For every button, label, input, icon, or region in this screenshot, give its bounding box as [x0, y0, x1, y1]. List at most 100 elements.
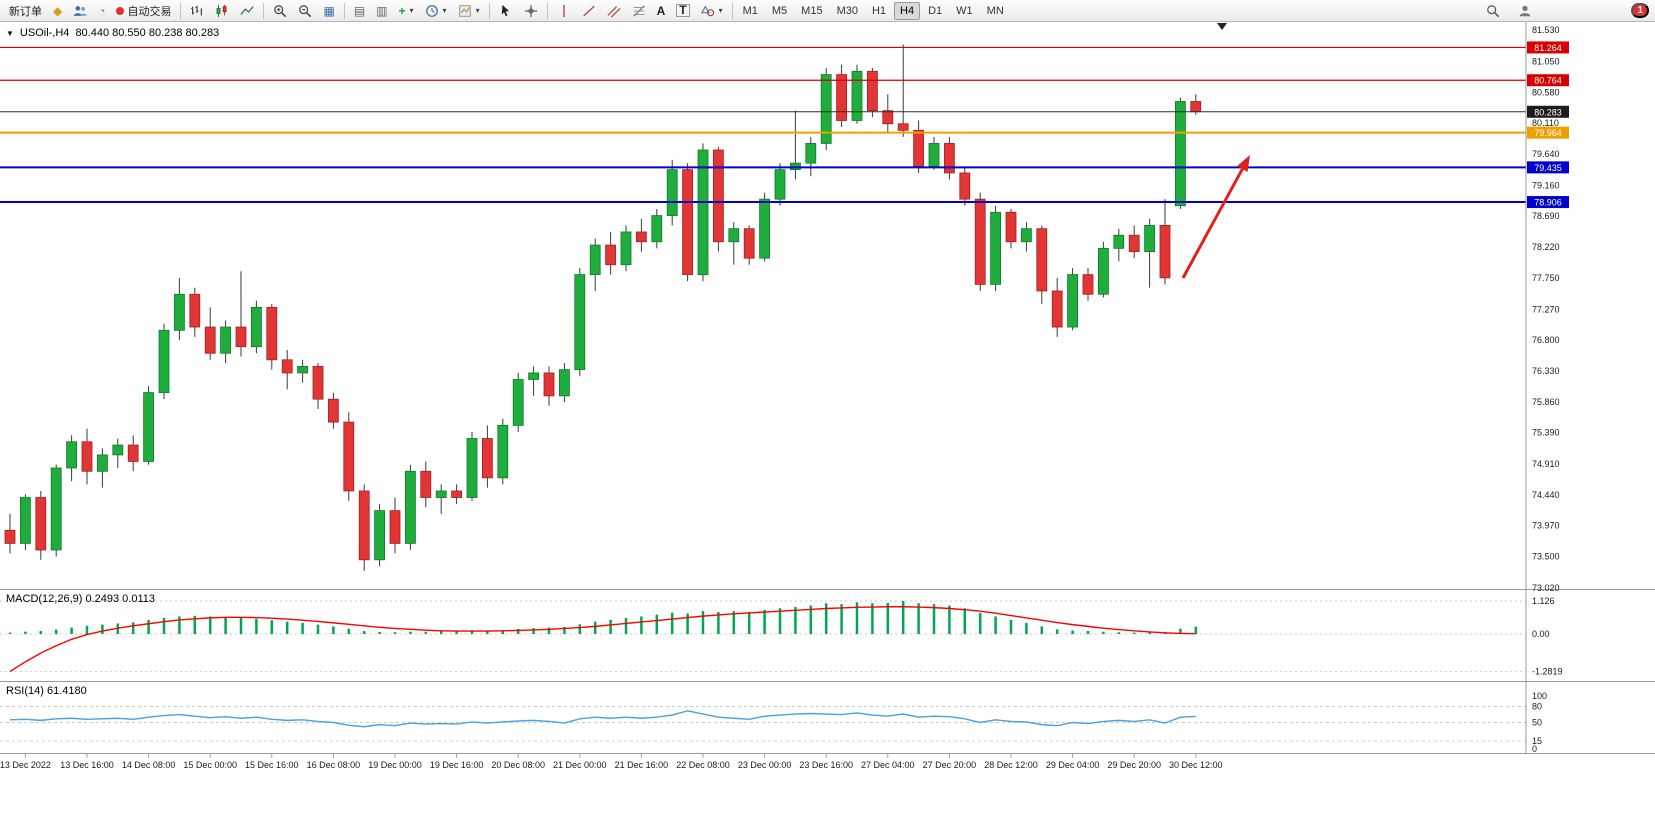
history-icon: ◔ — [98, 3, 106, 18]
trendline-tool-button[interactable] — [577, 2, 601, 20]
text-box-tool-button[interactable]: T — [671, 2, 694, 20]
ohlc-values: 80.440 80.550 80.238 80.283 — [75, 27, 220, 39]
timeframe-button-d1[interactable]: D1 — [922, 2, 948, 20]
price-tag-80.283 — [1527, 105, 1569, 118]
price-tag-79.964 — [1527, 126, 1569, 139]
history-button[interactable]: ◔ — [93, 2, 110, 20]
timeframe-button-w1[interactable]: W1 — [950, 2, 979, 20]
candlestick-mode-button[interactable] — [210, 2, 234, 20]
shapes-icon — [700, 5, 714, 16]
svg-text:13 Dec 16:00: 13 Dec 16:00 — [60, 760, 114, 770]
svg-text:15: 15 — [1532, 736, 1542, 746]
svg-text:78.220: 78.220 — [1532, 242, 1560, 252]
svg-text:22 Dec 08:00: 22 Dec 08:00 — [676, 760, 730, 770]
accounts-button[interactable] — [68, 2, 92, 20]
svg-text:19 Dec 16:00: 19 Dec 16:00 — [430, 760, 484, 770]
channel-tool-button[interactable] — [602, 2, 626, 20]
crosshair-icon — [524, 4, 537, 17]
rsi-line — [9, 710, 1196, 728]
svg-text:75.390: 75.390 — [1532, 428, 1560, 438]
svg-text:77.270: 77.270 — [1532, 304, 1560, 314]
toolbar-separator — [180, 2, 182, 19]
chart-shift-marker[interactable] — [1217, 23, 1227, 30]
svg-text:79.435: 79.435 — [1534, 163, 1562, 173]
svg-text:30 Dec 12:00: 30 Dec 12:00 — [1169, 760, 1223, 770]
fibonacci-tool-button[interactable] — [627, 2, 651, 20]
rsi-label: RSI(14) 61.4180 — [6, 685, 87, 697]
svg-text:81.530: 81.530 — [1532, 25, 1560, 35]
symbol-dropdown-icon[interactable]: ▼ — [6, 28, 14, 38]
timeframe-button-h4[interactable]: H4 — [894, 1, 921, 20]
bar-chart-mode-button[interactable] — [185, 2, 209, 20]
macd-label: MACD(12,26,9) 0.2493 0.0113 — [6, 593, 155, 605]
chevron-down-icon: ▾ — [718, 6, 723, 15]
svg-text:13 Dec 2022: 13 Dec 2022 — [0, 760, 51, 770]
notification-badge[interactable]: 1 — [1631, 3, 1649, 18]
timeframe-button-h1[interactable]: H1 — [866, 2, 892, 20]
trendline-icon — [582, 5, 595, 16]
arrange-horizontal-button[interactable]: ▤ — [349, 2, 370, 20]
svg-text:80.283: 80.283 — [1534, 107, 1562, 117]
svg-text:29 Dec 04:00: 29 Dec 04:00 — [1046, 760, 1100, 770]
add-indicator-icon: + — [398, 3, 406, 18]
chart-canvas[interactable]: 81.530 81.050 80.580 80.110 79.640 79.160 78.6… — [0, 22, 1655, 823]
channel-icon — [607, 5, 621, 18]
svg-text:73.500: 73.500 — [1532, 552, 1560, 562]
axes-layer[interactable] — [0, 22, 1655, 758]
svg-text:79.640: 79.640 — [1532, 149, 1560, 159]
cursor-tool-button[interactable] — [494, 2, 518, 20]
timeframe-button-mn[interactable]: MN — [981, 2, 1010, 20]
new-order-button[interactable]: 新订单 — [4, 2, 47, 20]
toolbar-right-cluster: 1 — [1481, 2, 1651, 20]
symbol-period-label: USOil-,H4 — [19, 27, 70, 39]
svg-text:76.800: 76.800 — [1532, 335, 1560, 345]
auto-trading-button[interactable]: 自动交易 — [111, 2, 176, 20]
fibonacci-icon — [632, 4, 645, 17]
add-indicator-button[interactable]: + ▾ — [394, 2, 419, 20]
zoom-out-button[interactable] — [293, 2, 317, 20]
svg-text:77.750: 77.750 — [1532, 273, 1560, 283]
price-tag-80.764 — [1527, 74, 1569, 87]
zoom-in-button[interactable] — [268, 2, 292, 20]
price-tag-78.906 — [1527, 196, 1569, 209]
line-chart-mode-button[interactable] — [235, 2, 259, 20]
timeframe-button-m15[interactable]: M15 — [795, 2, 828, 20]
candlestick-chart-icon — [217, 4, 228, 17]
crosshair-tool-button[interactable] — [519, 2, 543, 20]
timeframe-button-m30[interactable]: M30 — [831, 2, 864, 20]
tile-windows-button[interactable]: ▦ — [318, 2, 339, 20]
profile-button[interactable] — [1513, 2, 1537, 20]
svg-text:20 Dec 08:00: 20 Dec 08:00 — [491, 760, 545, 770]
macd-name: MACD(12,26,9) — [6, 593, 83, 605]
clock-icon — [425, 4, 438, 17]
search-button[interactable] — [1481, 2, 1505, 20]
svg-text:79.964: 79.964 — [1534, 128, 1562, 138]
arrange-horizontal-icon: ▤ — [353, 3, 366, 18]
chevron-down-icon: ▾ — [442, 6, 447, 15]
annotation-arrow[interactable] — [1181, 155, 1250, 279]
period-clock-button[interactable]: ▾ — [420, 2, 452, 20]
svg-text:75.860: 75.860 — [1532, 397, 1560, 407]
arrange-vertical-button[interactable]: ▥ — [371, 2, 392, 20]
timeframe-button-m1[interactable]: M1 — [737, 2, 764, 20]
vertical-line-tool-button[interactable] — [552, 2, 576, 20]
shapes-tool-button[interactable]: ▾ — [696, 2, 728, 20]
candles-layer — [4, 44, 1202, 571]
templates-button[interactable]: ▾ — [453, 2, 485, 20]
toolbar-separator — [731, 2, 733, 19]
svg-text:21 Dec 16:00: 21 Dec 16:00 — [615, 760, 669, 770]
timeframe-button-m5[interactable]: M5 — [766, 2, 793, 20]
hlines-layer[interactable] — [0, 46, 1526, 204]
bar-chart-icon — [191, 5, 203, 15]
svg-text:0.00: 0.00 — [1532, 629, 1550, 639]
text-label-tool-button[interactable]: A — [652, 2, 671, 20]
price-tag-81.264 — [1527, 41, 1569, 54]
order-book-icon: ◆ — [53, 3, 63, 18]
chart-title: ▼ USOil-,H4 80.440 80.550 80.238 80.283 — [6, 27, 219, 39]
order-book-button[interactable]: ◆ — [48, 2, 67, 20]
svg-text:74.910: 74.910 — [1532, 459, 1560, 469]
svg-text:50: 50 — [1532, 718, 1542, 728]
svg-text:79.160: 79.160 — [1532, 180, 1560, 190]
cursor-icon — [501, 4, 509, 16]
